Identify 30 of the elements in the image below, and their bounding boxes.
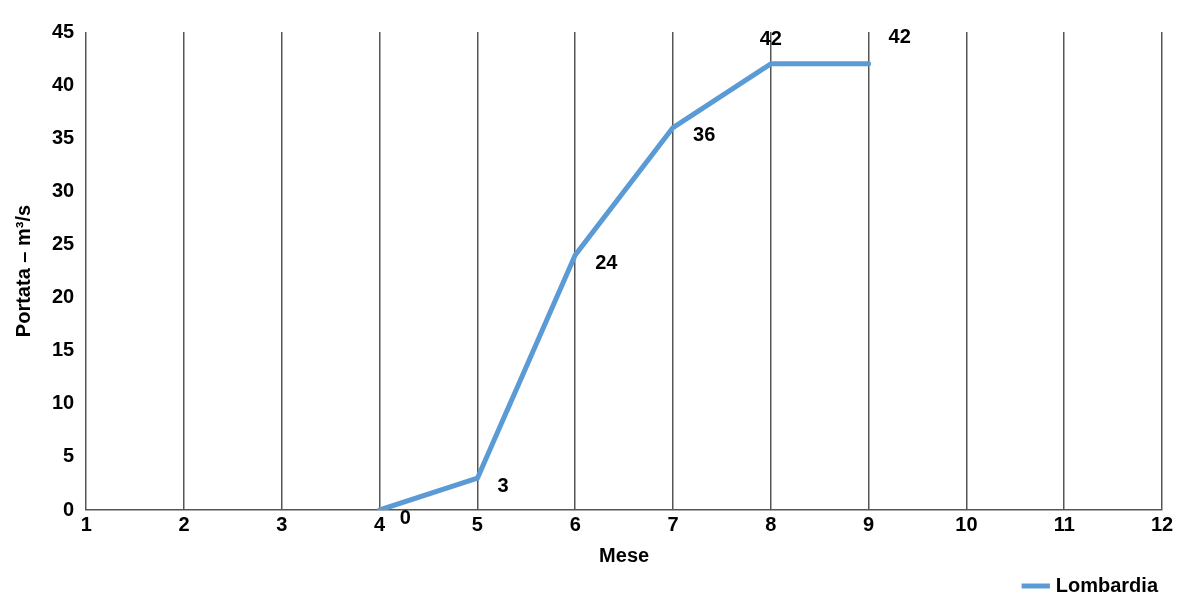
- x-tick-label: 10: [955, 512, 978, 535]
- x-tick-label: 1: [80, 512, 92, 535]
- data-label: 0: [399, 505, 411, 528]
- x-axis-title: Mese: [599, 543, 650, 566]
- x-tick-label: 3: [276, 512, 288, 535]
- y-tick-label: 15: [52, 338, 75, 361]
- y-tick-label: 20: [52, 285, 75, 308]
- y-tick-label: 40: [52, 72, 75, 95]
- data-label: 24: [595, 250, 619, 273]
- y-tick-label: 25: [52, 231, 75, 254]
- y-tick-label: 10: [52, 391, 75, 414]
- x-tick-label: 4: [374, 512, 387, 535]
- y-tick-label: 30: [52, 178, 75, 201]
- y-tick-label: 5: [63, 444, 75, 467]
- data-label: 42: [888, 25, 911, 48]
- data-label: 36: [693, 123, 716, 146]
- x-tick-label: 6: [569, 512, 581, 535]
- x-tick-label: 9: [863, 512, 875, 535]
- x-tick-label: 2: [178, 512, 190, 535]
- y-axis-title: Portata – m³/s: [11, 204, 34, 338]
- x-tick-label: 8: [765, 512, 777, 535]
- x-tick-label: 7: [667, 512, 679, 535]
- y-tick-label: 0: [63, 497, 75, 520]
- y-tick-label: 35: [52, 125, 75, 148]
- y-tick-label: 45: [52, 19, 75, 42]
- x-tick-label: 5: [471, 512, 483, 535]
- data-label: 3: [497, 473, 509, 496]
- x-tick-label: 11: [1053, 512, 1075, 535]
- legend-label: Lombardia: [1055, 573, 1159, 596]
- x-tick-label: 12: [1150, 512, 1174, 535]
